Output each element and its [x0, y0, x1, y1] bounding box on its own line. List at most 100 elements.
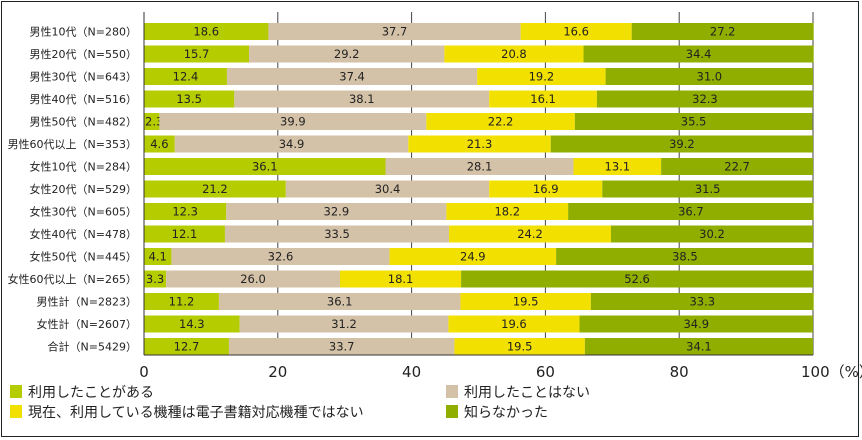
data-label: 24.9	[460, 250, 486, 264]
bar-segment	[605, 68, 813, 85]
data-label: 37.4	[339, 70, 365, 84]
bar-segment	[596, 90, 813, 108]
data-label: 38.1	[349, 92, 375, 106]
data-label: 35.5	[681, 115, 707, 129]
data-label: 38.5	[672, 250, 698, 264]
category-label: 女性60代以上（N=265）	[8, 272, 137, 286]
bar-segment	[385, 158, 574, 175]
category-label: 男性50代（N=482）	[30, 115, 137, 129]
bar-segment	[144, 225, 225, 243]
data-label: 16.1	[530, 92, 556, 106]
bar-segment	[444, 45, 584, 63]
bar-segment	[144, 23, 269, 40]
bar-segment	[224, 225, 450, 243]
data-label: 36.1	[327, 295, 353, 309]
category-label: 女性40代（N=478）	[30, 227, 137, 241]
x-tick-label: 60	[536, 363, 555, 381]
bar-segment	[144, 180, 286, 198]
category-label: 男性40代（N=516）	[30, 92, 137, 106]
data-label: 52.6	[624, 272, 650, 286]
bar-segment	[602, 180, 813, 198]
data-label: 14.3	[179, 317, 205, 331]
bar-segment	[239, 315, 449, 333]
bar-segment	[268, 23, 521, 40]
data-label: 12.4	[173, 70, 199, 84]
category-label: 男性30代（N=643）	[30, 70, 137, 84]
category-label: 男性計（N=2823）	[37, 295, 137, 309]
bar-segment	[574, 113, 813, 130]
bar-segment	[218, 293, 461, 310]
data-label: 12.7	[174, 340, 200, 354]
legend-swatch	[10, 405, 22, 418]
bar-segment	[144, 45, 250, 63]
data-label: 19.2	[529, 70, 555, 84]
category-label: 男性10代（N=280）	[30, 25, 137, 39]
category-label: 女性計（N=2607）	[37, 317, 137, 331]
bar-segment	[144, 158, 386, 175]
bar-segment	[159, 113, 427, 130]
bar-segment	[144, 248, 172, 265]
bar-segment	[520, 23, 632, 40]
data-label: 16.6	[563, 25, 589, 39]
data-label: 34.1	[686, 340, 712, 354]
bar-segment	[661, 158, 813, 175]
data-label: 18.1	[388, 272, 414, 286]
bar-segment	[285, 180, 490, 198]
category-label: 合計（N=5429）	[48, 340, 137, 354]
legend-label: 知らなかった	[464, 404, 548, 421]
data-label: 39.9	[280, 115, 306, 129]
data-label: 26.0	[240, 272, 266, 286]
data-label: 11.2	[169, 295, 195, 309]
bar-segment	[226, 203, 447, 220]
category-label: 女性20代（N=529）	[30, 182, 137, 196]
data-label: 27.2	[710, 25, 736, 39]
bar-segment	[583, 45, 814, 63]
x-tick-label: 80	[670, 363, 689, 381]
data-label: 19.5	[507, 340, 533, 354]
bar-segment	[174, 135, 409, 153]
bar-segment	[226, 68, 478, 85]
bar-segment	[556, 248, 814, 265]
data-label: 33.5	[324, 227, 350, 241]
x-tick-label: 40	[402, 363, 421, 381]
bar-segment	[340, 270, 462, 288]
bar-segment	[449, 225, 611, 243]
data-label: 13.1	[605, 160, 631, 174]
bar-segment	[590, 293, 814, 310]
data-label: 37.7	[382, 25, 408, 39]
bar-segment	[249, 45, 445, 63]
data-label: 21.3	[467, 137, 493, 151]
data-label: 18.2	[494, 205, 520, 219]
data-label: 24.2	[517, 227, 543, 241]
data-label: 4.1	[149, 250, 167, 264]
data-label: 29.2	[334, 47, 360, 61]
bar-segment	[573, 158, 662, 175]
data-label: 4.6	[150, 137, 168, 151]
data-label: 30.4	[375, 182, 401, 196]
bar-segment	[144, 113, 160, 130]
bar-segment	[460, 293, 591, 310]
data-label: 28.1	[467, 160, 493, 174]
data-label: 22.2	[488, 115, 514, 129]
data-label: 31.2	[331, 317, 357, 331]
category-label: 女性10代（N=284）	[30, 160, 137, 174]
bar-segment	[408, 135, 551, 153]
legend-swatch	[446, 385, 458, 398]
data-label: 32.9	[324, 205, 350, 219]
data-label: 19.5	[513, 295, 539, 309]
data-label: 39.2	[669, 137, 695, 151]
bar-segment	[166, 270, 341, 288]
data-label: 12.3	[172, 205, 198, 219]
bar-segment	[144, 68, 227, 85]
bar-segment	[584, 338, 813, 355]
data-label: 34.4	[686, 47, 712, 61]
bar-segment	[144, 315, 240, 333]
data-label: 34.9	[683, 317, 709, 331]
x-tick-label: 100（%）	[801, 363, 862, 381]
bar-segment	[489, 90, 597, 108]
data-label: 32.6	[268, 250, 294, 264]
data-label: 15.7	[184, 47, 210, 61]
data-label: 18.6	[193, 25, 219, 39]
data-label: 13.5	[176, 92, 202, 106]
data-label: 36.1	[252, 160, 278, 174]
